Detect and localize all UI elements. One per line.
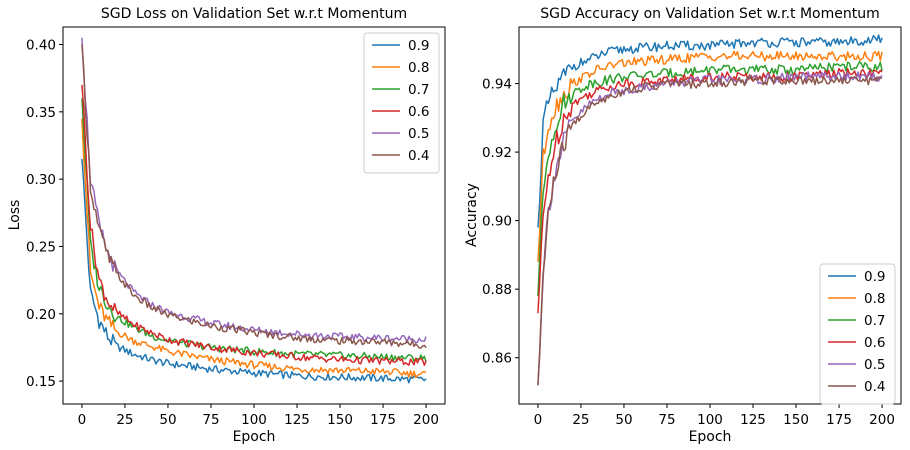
legend-label: 0.5 [864,357,885,373]
y-tick-label: 0.94 [482,77,512,93]
y-tick-label: 0.20 [26,307,56,323]
y-tick-label: 0.35 [26,105,56,121]
x-tick-label: 150 [327,412,353,428]
x-tick-label: 50 [615,412,632,428]
legend: 0.9 0.8 0.7 0.6 0.5 0.4 [819,263,896,405]
x-axis-label: Epoch [233,429,276,445]
x-tick-label: 25 [572,412,589,428]
legend-label: 0.7 [408,82,429,98]
x-tick-label: 125 [740,412,766,428]
y-tick-label: 0.92 [482,145,512,161]
x-tick-label: 0 [78,412,87,428]
x-tick-label: 100 [241,412,267,428]
y-tick-label: 0.40 [26,38,56,54]
legend-label: 0.6 [864,335,885,351]
series-line-0.7 [537,61,883,297]
plot-frame [518,26,902,405]
legend-label: 0.4 [408,148,429,164]
y-axis-label: Accuracy [464,183,480,247]
series-line-0.8 [537,50,883,262]
x-tick-label: 150 [783,412,809,428]
x-tick-label: 200 [413,412,439,428]
x-tick-label: 75 [202,412,219,428]
x-axis-label: Epoch [689,429,732,445]
plot-area [81,37,427,384]
series-line-0.5 [537,71,883,386]
legend-box [819,263,896,405]
legend-label: 0.8 [408,60,429,76]
plot-frame [62,26,446,405]
series-line-0.5 [81,37,427,344]
plot-area [537,34,883,386]
x-tick-label: 25 [116,412,133,428]
legend-label: 0.9 [408,38,429,54]
y-tick-label: 0.86 [482,351,512,367]
y-tick-label: 0.88 [482,282,512,298]
legend-label: 0.4 [864,379,885,395]
legend: 0.9 0.8 0.7 0.6 0.5 0.4 [363,32,440,174]
x-tick-label: 175 [826,412,852,428]
y-axis-label: Loss [7,200,23,231]
y-tick-label: 0.90 [482,214,512,230]
x-tick-label: 125 [284,412,310,428]
series-line-0.4 [537,75,883,386]
x-tick-label: 0 [534,412,543,428]
series-line-0.7 [81,98,427,363]
x-tick-label: 200 [869,412,895,428]
series-line-0.9 [81,158,427,384]
legend-label: 0.9 [864,269,885,285]
legend-label: 0.7 [864,313,885,329]
series-line-0.8 [81,118,427,379]
x-tick-label: 75 [658,412,675,428]
series-line-0.9 [537,34,883,228]
accuracy-chart: SGD Accuracy on Validation Set w.r.t Mom… [464,6,902,445]
legend-box [363,32,440,174]
x-tick-label: 100 [697,412,723,428]
legend-label: 0.6 [408,104,429,120]
x-tick-label: 50 [159,412,176,428]
tick-layer: 0 25 50 75 100 125 150 175 200 0.86 0.88 0.90 0.92 0.… [482,77,895,428]
series-line-0.4 [81,44,427,349]
y-tick-label: 0.30 [26,172,56,188]
y-tick-label: 0.25 [26,239,56,255]
chart-title: SGD Loss on Validation Set w.r.t Momentu… [101,6,407,22]
chart-title: SGD Accuracy on Validation Set w.r.t Mom… [540,6,880,22]
x-tick-label: 175 [370,412,396,428]
legend-label: 0.8 [864,291,885,307]
legend-label: 0.5 [408,126,429,142]
y-tick-label: 0.15 [26,374,56,390]
series-line-0.6 [81,84,427,367]
loss-chart: SGD Loss on Validation Set w.r.t Momentu… [7,6,446,445]
tick-layer: 0 25 50 75 100 125 150 175 200 0.15 0.20 0.25 0.30 0.… [26,38,439,428]
